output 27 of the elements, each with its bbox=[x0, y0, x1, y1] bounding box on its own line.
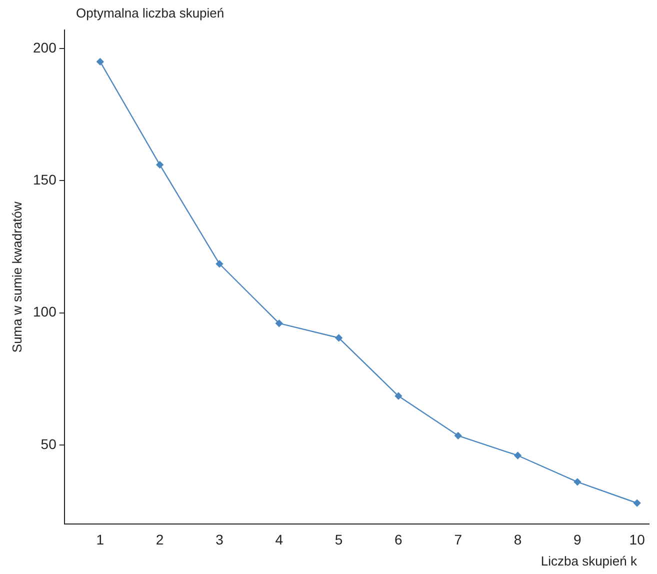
point bbox=[335, 334, 342, 342]
x-tick-label: 4 bbox=[275, 531, 284, 548]
x-tick-label: 10 bbox=[629, 531, 646, 548]
x-axis-title: Liczba skupień k bbox=[540, 554, 638, 569]
y-tick-label: 100 bbox=[33, 304, 57, 320]
x-tick-label: 7 bbox=[454, 531, 462, 548]
point bbox=[514, 452, 522, 460]
chart-title: Optymalna liczba skupień bbox=[76, 6, 224, 21]
point bbox=[156, 161, 164, 168]
y-axis-title: Suma w sumie kwadratów bbox=[10, 200, 25, 353]
x-tick-label: 6 bbox=[394, 531, 403, 548]
point bbox=[454, 432, 462, 440]
point bbox=[276, 320, 283, 327]
point bbox=[394, 392, 402, 400]
point bbox=[96, 58, 104, 66]
y-tick-label: 200 bbox=[33, 39, 57, 56]
y-tick-label: 50 bbox=[40, 436, 57, 452]
point bbox=[574, 478, 582, 486]
x-tick-label: 5 bbox=[334, 531, 343, 548]
x-tick-label: 3 bbox=[216, 531, 224, 548]
x-tick-label: 8 bbox=[514, 531, 522, 548]
point bbox=[633, 499, 641, 507]
x-tick-label: 9 bbox=[574, 531, 582, 548]
y-tick-label: 150 bbox=[33, 172, 57, 188]
point bbox=[216, 260, 224, 268]
x-tick-label: 1 bbox=[96, 531, 104, 548]
x-tick-label: 2 bbox=[156, 531, 164, 548]
